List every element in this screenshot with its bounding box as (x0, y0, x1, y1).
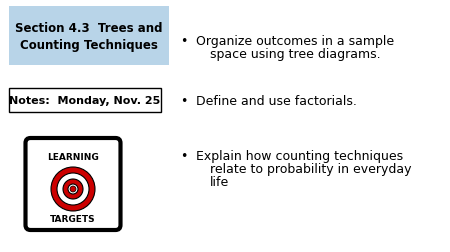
Text: LEARNING: LEARNING (47, 153, 99, 162)
Circle shape (63, 179, 83, 199)
Text: •: • (180, 94, 187, 108)
FancyBboxPatch shape (9, 89, 161, 113)
Text: Explain how counting techniques: Explain how counting techniques (196, 149, 403, 162)
Circle shape (68, 184, 78, 194)
Text: space using tree diagrams.: space using tree diagrams. (210, 48, 381, 61)
Text: life: life (210, 175, 229, 188)
Text: Section 4.3  Trees and
Counting Techniques: Section 4.3 Trees and Counting Technique… (15, 22, 163, 52)
Text: •: • (180, 149, 187, 162)
FancyBboxPatch shape (9, 7, 169, 66)
Circle shape (51, 167, 95, 211)
Text: TARGETS: TARGETS (50, 215, 96, 224)
Text: Define and use factorials.: Define and use factorials. (196, 94, 357, 108)
Circle shape (57, 173, 89, 205)
Text: relate to probability in everyday: relate to probability in everyday (210, 162, 411, 175)
FancyBboxPatch shape (26, 138, 121, 230)
Text: Notes:  Monday, Nov. 25: Notes: Monday, Nov. 25 (9, 96, 161, 106)
Text: Organize outcomes in a sample: Organize outcomes in a sample (196, 35, 394, 48)
Circle shape (70, 186, 76, 192)
Text: •: • (180, 35, 187, 48)
